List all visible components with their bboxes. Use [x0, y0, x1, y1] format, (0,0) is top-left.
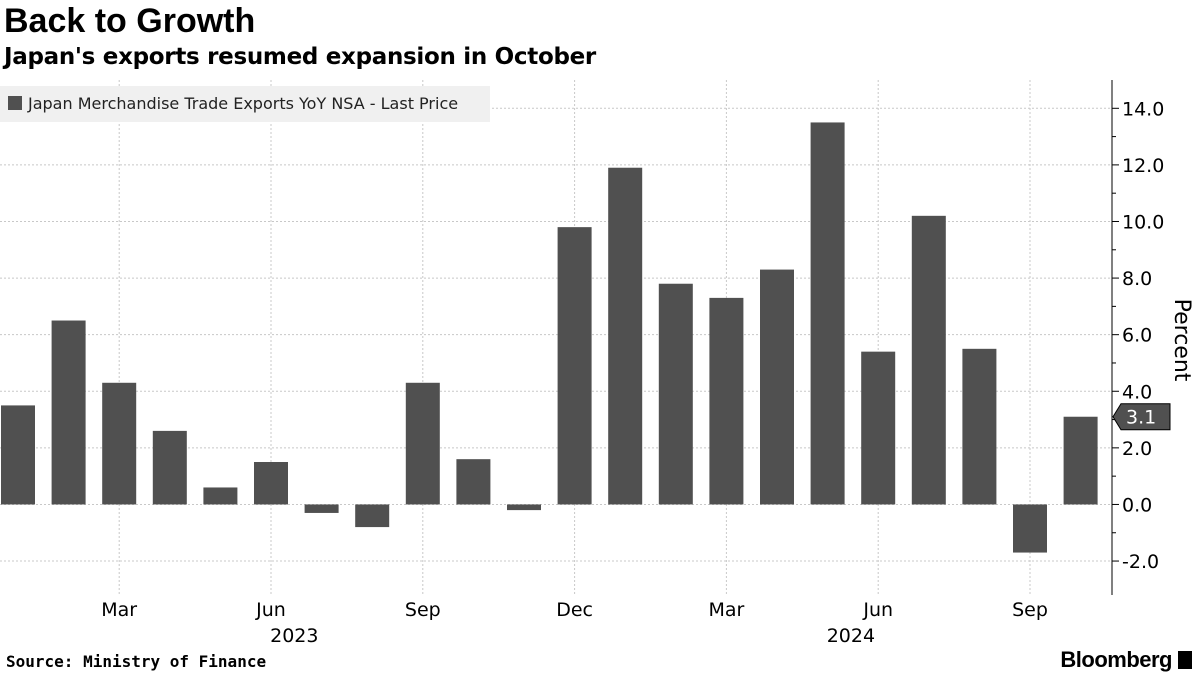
chart-subtitle: Japan's exports resumed expansion in Oct…: [4, 44, 596, 70]
y-tick-label: 6.0: [1122, 325, 1152, 347]
legend-box: [0, 86, 490, 122]
y-axis-label: Percent: [1169, 299, 1194, 382]
source-note: Source: Ministry of Finance: [6, 652, 267, 671]
bar-may-2024: [810, 122, 845, 505]
x-tick-label: Jun: [862, 599, 893, 621]
bar-apr-2024: [760, 269, 794, 505]
y-tick-label: 2.0: [1122, 438, 1152, 460]
x-tick-label: Jun: [255, 599, 286, 621]
bar-mar-2023: [102, 382, 137, 505]
legend-swatch: [8, 96, 22, 110]
legend-label: Japan Merchandise Trade Exports YoY NSA …: [27, 94, 458, 113]
bloomberg-logo: Bloomberg: [1060, 647, 1192, 673]
bar-dec-2023: [557, 227, 592, 505]
x-tick-label: Dec: [556, 599, 593, 621]
logo-mark-icon: [1178, 651, 1192, 669]
bar-jul-2023: [304, 504, 339, 513]
bar-aug-2023: [355, 504, 390, 528]
y-tick-label: 10.0: [1122, 211, 1164, 233]
chart-title: Back to Growth: [4, 2, 256, 40]
x-tick-label: Sep: [405, 599, 441, 621]
bar-jul-2024: [911, 215, 946, 505]
bar-mar-2024: [709, 297, 744, 505]
bar-aug-2024: [962, 348, 997, 505]
bar-apr-2023: [152, 430, 187, 505]
bar-jan-2024: [608, 167, 643, 505]
last-value-tag: [1112, 403, 1171, 431]
x-tick-label: Sep: [1012, 599, 1048, 621]
brand-text: Bloomberg: [1060, 647, 1172, 672]
y-tick-label: 12.0: [1122, 155, 1164, 177]
bar-may-2023: [203, 487, 238, 505]
bar-feb-2024: [658, 283, 693, 505]
x-year-label: 2024: [827, 625, 875, 647]
x-tick-label: Mar: [708, 599, 744, 621]
bar-feb-2023: [51, 320, 86, 505]
y-tick-label: 14.0: [1122, 98, 1164, 120]
bar-sep-2023: [405, 382, 440, 505]
x-tick-label: Mar: [101, 599, 137, 621]
bar-oct-2023: [456, 459, 491, 505]
bar-sep-2024: [1013, 504, 1047, 553]
bar-nov-2023: [507, 504, 541, 511]
bar-oct-2024: [1063, 416, 1098, 505]
x-year-label: 2023: [270, 625, 318, 647]
bar-jun-2023: [254, 462, 288, 505]
last-value-label: 3.1: [1126, 407, 1156, 429]
y-tick-label: 4.0: [1122, 381, 1152, 403]
bar-jan-2023: [1, 405, 35, 505]
y-tick-label: 8.0: [1122, 268, 1152, 290]
bar-jun-2024: [861, 351, 896, 505]
y-tick-label: 0.0: [1122, 494, 1152, 516]
y-tick-label: -2.0: [1122, 551, 1159, 573]
